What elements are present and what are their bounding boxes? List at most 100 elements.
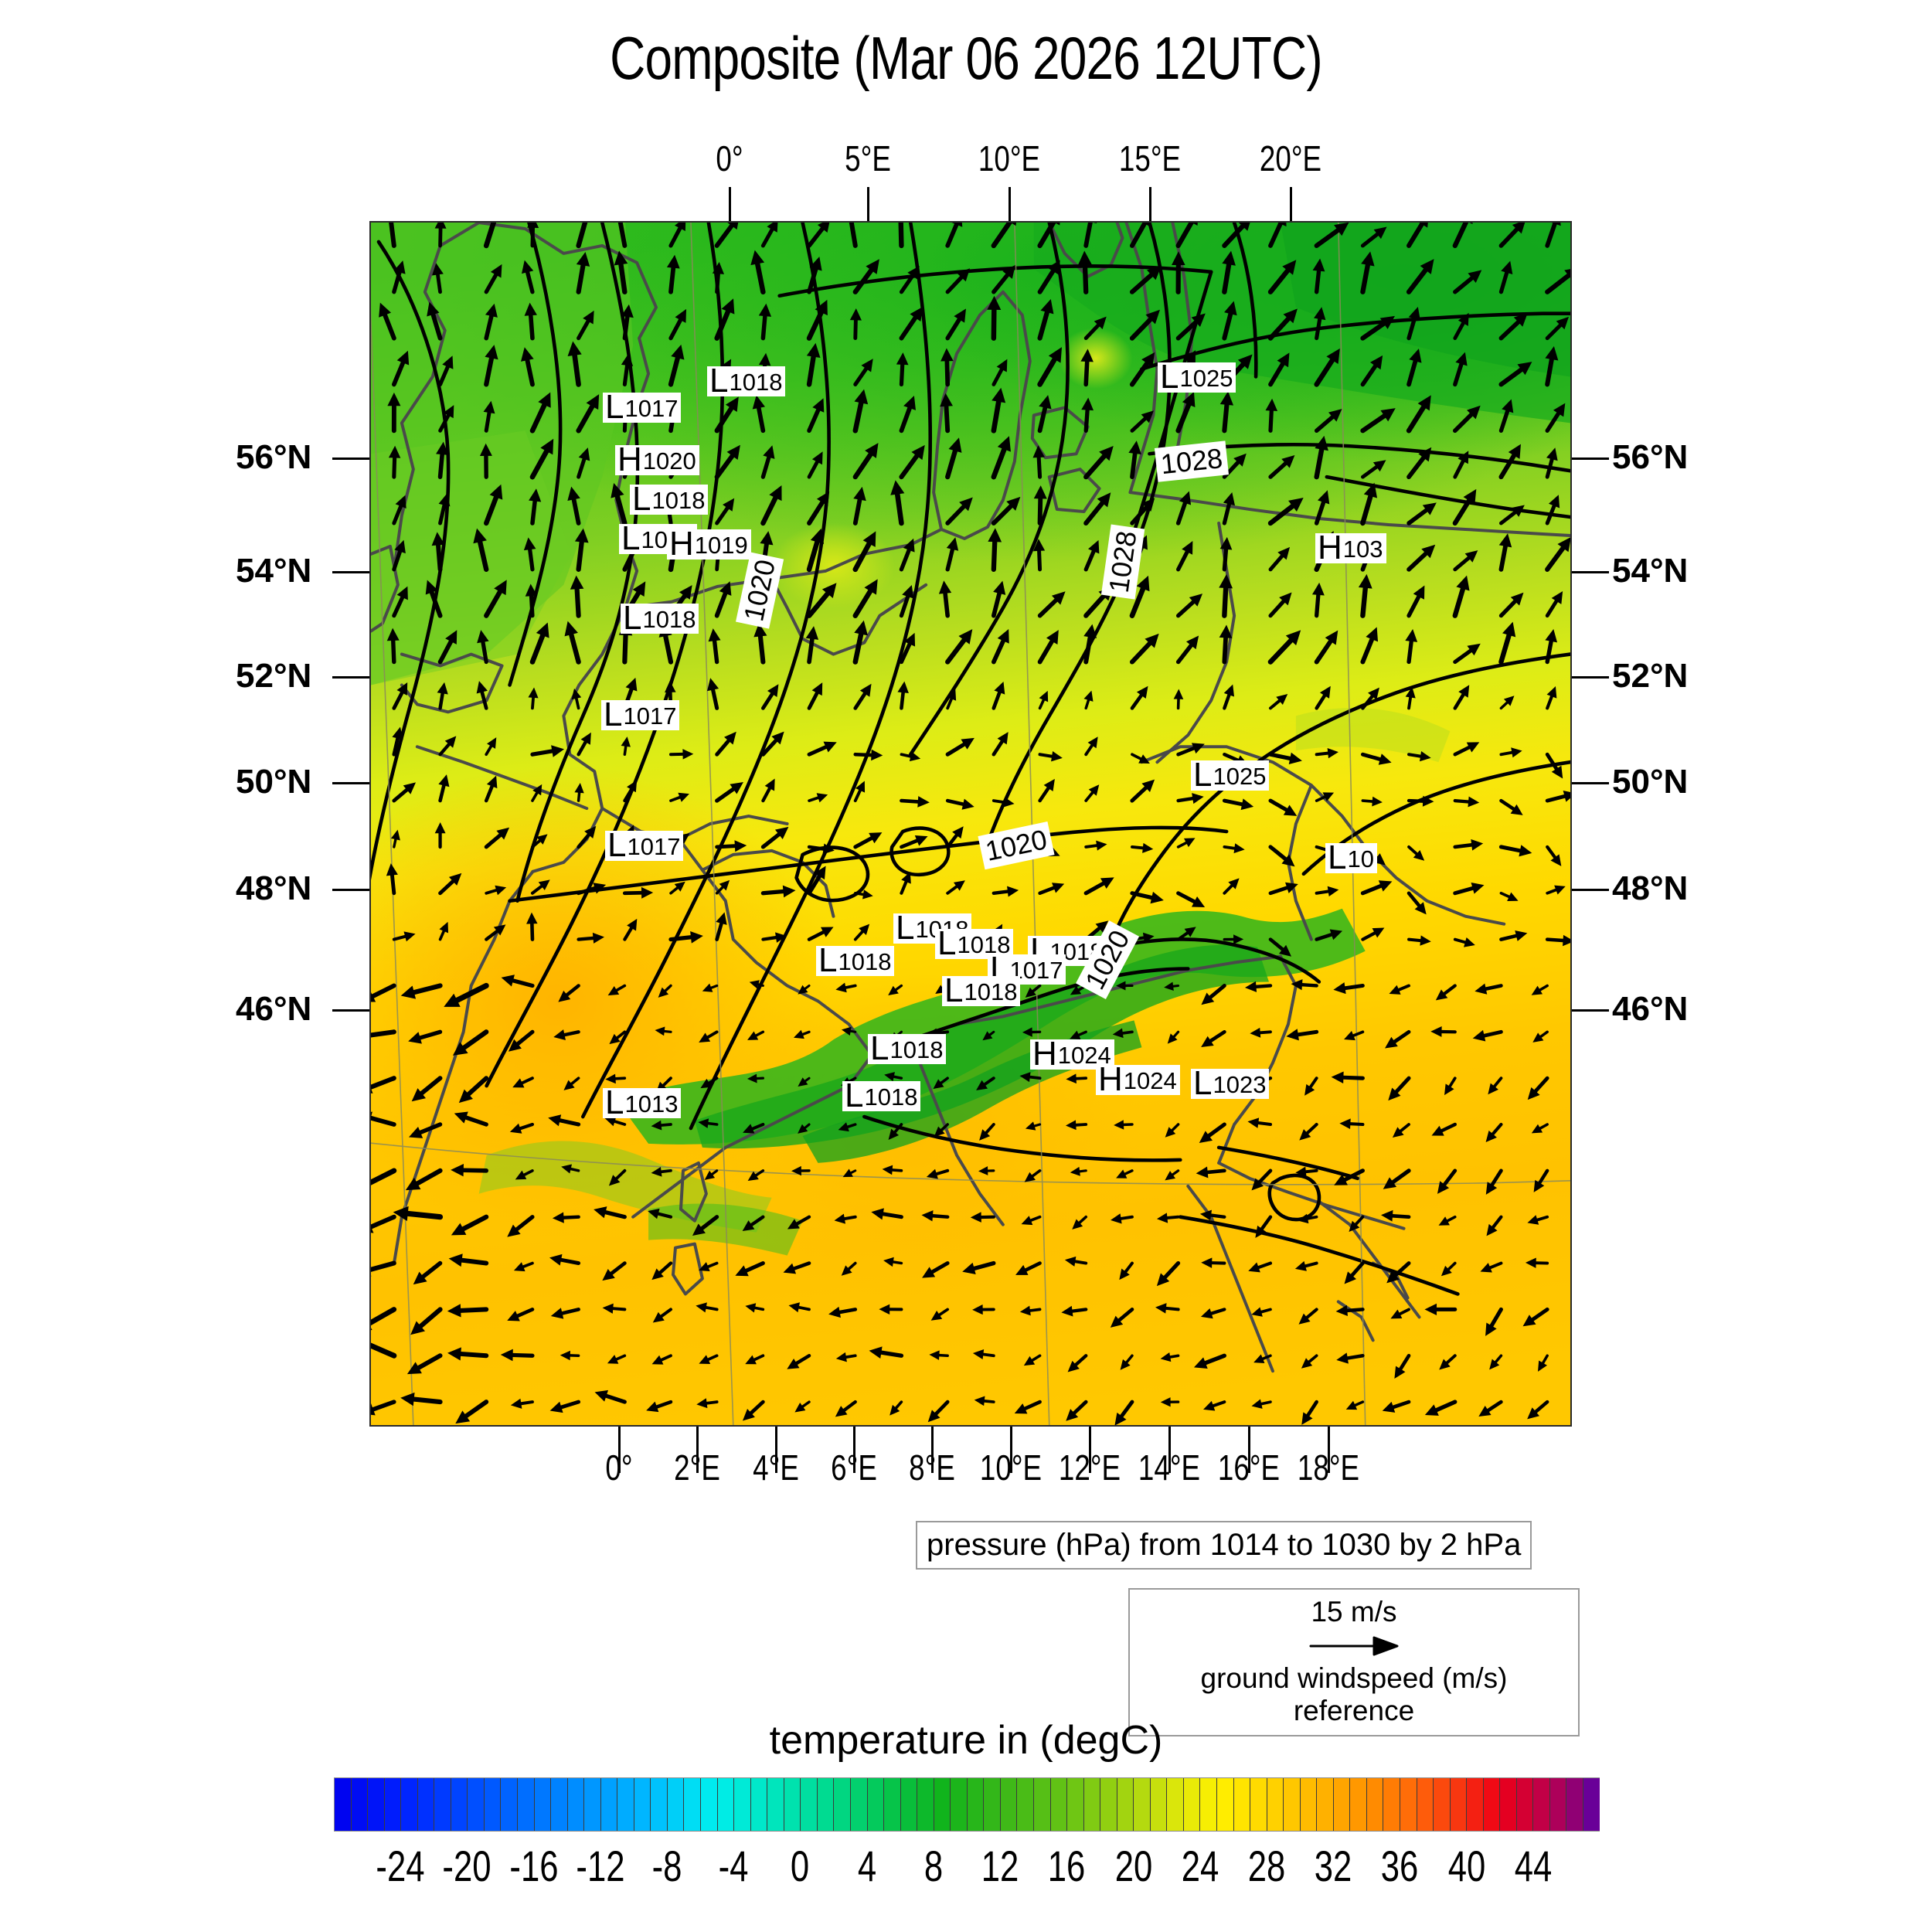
tick-mark xyxy=(696,1427,699,1473)
colorbar-swatch xyxy=(1117,1778,1134,1831)
colorbar-swatch xyxy=(617,1778,634,1831)
pressure-center-type: L xyxy=(870,1029,889,1067)
colorbar-tick-label: -8 xyxy=(651,1842,682,1890)
colorbar-tick-label: -12 xyxy=(576,1842,625,1890)
colorbar-swatch xyxy=(1216,1778,1234,1831)
colorbar-swatch xyxy=(1134,1778,1151,1831)
colorbar-swatch xyxy=(401,1778,418,1831)
right-axis-tick-label: 56°N xyxy=(1612,438,1689,476)
colorbar-swatch xyxy=(1566,1778,1584,1831)
tick-mark xyxy=(332,457,369,460)
top-axis-tick-label: 15°E xyxy=(1118,138,1182,179)
pressure-center-value: 103 xyxy=(1342,536,1383,563)
colorbar-swatch xyxy=(951,1778,968,1831)
colorbar-title: temperature in (degC) xyxy=(769,1718,1163,1763)
colorbar-swatch xyxy=(417,1778,435,1831)
colorbar-swatch xyxy=(1533,1778,1550,1831)
colorbar-swatch xyxy=(1000,1778,1018,1831)
bottom-axis-tick-label: 0° xyxy=(605,1447,633,1488)
left-axis-tick-label: 48°N xyxy=(236,869,312,907)
colorbar-swatch xyxy=(1250,1778,1267,1831)
colorbar-tick-label: -4 xyxy=(718,1842,749,1890)
pressure-center-value: 1018 xyxy=(642,606,696,634)
tick-mark xyxy=(775,1427,777,1473)
colorbar-swatch xyxy=(551,1778,568,1831)
pressure-center-value: 1018 xyxy=(651,487,706,515)
tick-mark xyxy=(1089,1427,1091,1473)
colorbar-swatch xyxy=(934,1778,951,1831)
pressure-center-value: 1018 xyxy=(729,369,783,396)
pressure-center-marker: L 1023 xyxy=(1191,1064,1270,1102)
pressure-center-type: H xyxy=(617,440,642,478)
colorbar-swatch xyxy=(900,1778,918,1831)
tick-mark xyxy=(1572,457,1609,460)
colorbar-tick-label: 32 xyxy=(1314,1842,1352,1890)
pressure-center-marker: L 1013 xyxy=(603,1083,682,1121)
colorbar-swatch xyxy=(884,1778,901,1831)
colorbar-swatch xyxy=(1366,1778,1384,1831)
tick-mark xyxy=(1328,1427,1330,1473)
colorbar-swatch xyxy=(684,1778,702,1831)
tick-mark xyxy=(332,676,369,679)
colorbar-swatch xyxy=(1400,1778,1417,1831)
pressure-center-value: 1017 xyxy=(627,833,681,861)
pressure-center-type: L xyxy=(1193,1064,1213,1102)
colorbar-swatch xyxy=(917,1778,934,1831)
colorbar-tick-label: -16 xyxy=(509,1842,559,1890)
colorbar-swatch xyxy=(784,1778,801,1831)
pressure-center-type: L xyxy=(605,1083,624,1121)
tick-mark xyxy=(1572,889,1609,891)
tick-mark xyxy=(1572,1009,1609,1012)
colorbar-tick-label: -20 xyxy=(442,1842,492,1890)
colorbar xyxy=(334,1777,1600,1832)
tick-mark xyxy=(729,187,731,221)
tick-mark xyxy=(867,187,869,221)
colorbar-swatch xyxy=(584,1778,601,1831)
pressure-center-value: 1018 xyxy=(864,1083,918,1111)
pressure-center-value: 1025 xyxy=(1213,763,1267,791)
tick-mark xyxy=(1248,1427,1250,1473)
right-axis-tick-label: 50°N xyxy=(1612,763,1689,801)
colorbar-tick-label: 36 xyxy=(1381,1842,1419,1890)
pressure-center-value: 1013 xyxy=(624,1090,679,1118)
pressure-center-type: L xyxy=(896,909,915,947)
colorbar-swatch xyxy=(1500,1778,1517,1831)
colorbar-swatch xyxy=(1150,1778,1168,1831)
pressure-center-value: 1017 xyxy=(624,395,679,423)
top-axis-tick-label: 20°E xyxy=(1259,138,1322,179)
colorbar-swatch xyxy=(1317,1778,1334,1831)
pressure-center-marker: L 10 xyxy=(1325,840,1377,875)
colorbar-tick-label: 4 xyxy=(857,1842,876,1890)
colorbar-swatch xyxy=(717,1778,735,1831)
right-axis-tick-label: 54°N xyxy=(1612,552,1689,590)
colorbar-swatch xyxy=(335,1778,352,1831)
pressure-contour-legend: pressure (hPa) from 1014 to 1030 by 2 hP… xyxy=(916,1521,1532,1570)
colorbar-swatch xyxy=(501,1778,519,1831)
pressure-center-value: 1023 xyxy=(1213,1071,1267,1099)
colorbar-swatch xyxy=(484,1778,502,1831)
top-axis-tick-label: 10°E xyxy=(978,138,1041,179)
tick-mark xyxy=(618,1427,621,1473)
colorbar-swatch xyxy=(1200,1778,1217,1831)
wind-reference-label: ground windspeed (m/s) reference xyxy=(1200,1662,1508,1726)
colorbar-swatch xyxy=(701,1778,718,1831)
colorbar-tick-label: 8 xyxy=(923,1842,944,1890)
left-axis-tick-label: 56°N xyxy=(236,438,312,476)
colorbar-swatch xyxy=(734,1778,751,1831)
colorbar-swatch xyxy=(1350,1778,1367,1831)
colorbar-tick-label: -24 xyxy=(376,1842,425,1890)
pressure-center-marker: L 1017 xyxy=(601,696,680,733)
colorbar-swatch xyxy=(1267,1778,1284,1831)
bottom-axis-tick-label: 14°E xyxy=(1138,1447,1201,1488)
pressure-center-type: H xyxy=(669,525,694,563)
bottom-axis-tick-label: 4°E xyxy=(753,1447,799,1488)
wind-arrow-icon xyxy=(1309,1636,1399,1656)
pressure-center-type: L xyxy=(604,696,623,733)
colorbar-swatch xyxy=(817,1778,835,1831)
tick-mark xyxy=(332,571,369,573)
colorbar-swatch xyxy=(750,1778,768,1831)
tick-mark xyxy=(1168,1427,1171,1473)
